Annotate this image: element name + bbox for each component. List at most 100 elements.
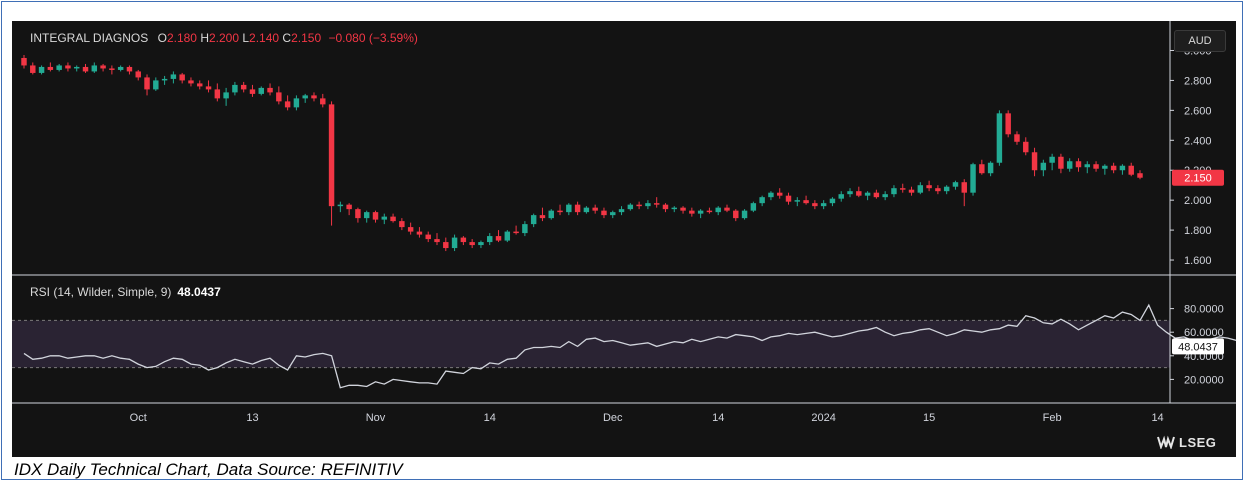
candle-body — [153, 80, 159, 90]
candle-body — [302, 95, 308, 99]
candle-body — [776, 192, 783, 196]
price-tick-label: 2.600 — [1184, 105, 1212, 117]
candle-body — [618, 209, 625, 213]
candle-body — [1119, 165, 1126, 171]
candle-body — [645, 203, 651, 207]
candle-body — [592, 207, 598, 211]
price-tick-label: 2.400 — [1184, 135, 1212, 147]
candle-body — [495, 236, 502, 241]
candle-body — [829, 198, 836, 204]
rsi-tick-label: 60.0000 — [1184, 327, 1224, 339]
price-tick-label: 2.000 — [1184, 195, 1212, 207]
candle-body — [346, 204, 352, 210]
candle-body — [522, 224, 528, 234]
chart-canvas[interactable]: 1.6001.8002.0002.2002.4002.6002.8003.000… — [12, 21, 1236, 457]
candle-body — [249, 89, 256, 94]
candle-body — [355, 209, 361, 219]
candle-body — [812, 203, 818, 207]
candle-body — [284, 101, 291, 108]
price-tick-label: 1.800 — [1184, 225, 1212, 237]
x-tick-label: Dec — [603, 412, 623, 424]
candle-body — [126, 66, 133, 72]
candle-body — [311, 95, 317, 99]
candle-body — [970, 164, 976, 193]
candle-body — [30, 65, 36, 73]
candle-body — [372, 212, 379, 220]
high-label: H — [200, 31, 209, 45]
candle-body — [794, 200, 801, 202]
candle-body — [407, 227, 414, 232]
candle-body — [82, 66, 89, 72]
rsi-last-marker — [1172, 338, 1224, 355]
candle-body — [469, 242, 475, 246]
candle-body — [636, 204, 642, 207]
candle-body — [91, 65, 98, 72]
candle-body — [1049, 156, 1055, 163]
candle-body — [943, 186, 950, 192]
candle-body — [671, 207, 677, 210]
candle-body — [838, 194, 844, 199]
candle-body — [856, 191, 862, 196]
candle-body — [1075, 161, 1082, 168]
candle-body — [109, 68, 115, 70]
rsi-legend: RSI (14, Wilder, Simple, 9) 48.0437 — [30, 285, 221, 299]
rsi-overbought-oversold-band — [12, 320, 1170, 368]
axes-layer: 1.6001.8002.0002.2002.4002.6002.8003.000… — [12, 21, 1236, 424]
lseg-logo: LSEG — [1157, 435, 1216, 450]
logo-text: LSEG — [1179, 435, 1217, 450]
rsi-tick-label: 20.0000 — [1184, 374, 1224, 386]
candle-body — [917, 185, 924, 193]
candle-body — [882, 194, 888, 198]
candle-body — [1014, 134, 1020, 142]
candle-body — [74, 66, 80, 69]
candle-body — [566, 204, 572, 213]
candle-body — [926, 185, 932, 189]
candle-body — [689, 210, 695, 214]
candles-layer — [21, 54, 1143, 252]
lseg-mark-icon — [1157, 435, 1175, 449]
candle-body — [240, 84, 247, 90]
candle-body — [1110, 165, 1117, 171]
candle-body — [416, 231, 423, 235]
candle-body — [873, 192, 880, 198]
change-value: −0.080 (−3.59%) — [328, 31, 418, 45]
candle-body — [390, 216, 396, 222]
candle-body — [987, 162, 994, 174]
price-tick-label: 2.800 — [1184, 75, 1212, 87]
low-label: L — [242, 31, 250, 45]
candle-body — [267, 87, 273, 93]
candle-body — [451, 237, 458, 249]
x-tick-label: 14 — [484, 412, 496, 424]
candle-body — [513, 231, 519, 234]
candle-body — [56, 65, 62, 70]
candle-body — [662, 204, 669, 210]
x-tick-label: 14 — [712, 412, 724, 424]
x-tick-label: 14 — [1151, 412, 1163, 424]
rsi-last-label: 48.0437 — [1178, 341, 1218, 353]
rsi-line — [23, 303, 1236, 389]
candle-body — [724, 207, 730, 211]
candle-body — [733, 210, 739, 219]
candle-body — [820, 203, 827, 207]
candle-body — [741, 210, 748, 219]
open-value: 2.180 — [166, 31, 197, 45]
candle-body — [1023, 141, 1029, 153]
candle-body — [381, 216, 388, 220]
candle-body — [434, 239, 440, 243]
candle-body — [908, 189, 915, 193]
candle-body — [1137, 173, 1143, 178]
candle-body — [653, 203, 660, 205]
candle-body — [232, 84, 238, 93]
candle-body — [135, 71, 141, 78]
candle-body — [530, 215, 537, 225]
candle-body — [601, 210, 607, 216]
last-price-label: 2.150 — [1184, 173, 1212, 185]
candle-body — [1005, 113, 1011, 135]
figure-caption: IDX Daily Technical Chart, Data Source: … — [14, 460, 403, 479]
candle-body — [179, 74, 185, 81]
candle-body — [65, 65, 71, 69]
candle-body — [715, 207, 721, 213]
currency-button[interactable]: AUD — [1174, 30, 1226, 52]
candle-body — [21, 57, 27, 66]
trading-chart[interactable]: 1.6001.8002.0002.2002.4002.6002.8003.000… — [12, 21, 1236, 457]
